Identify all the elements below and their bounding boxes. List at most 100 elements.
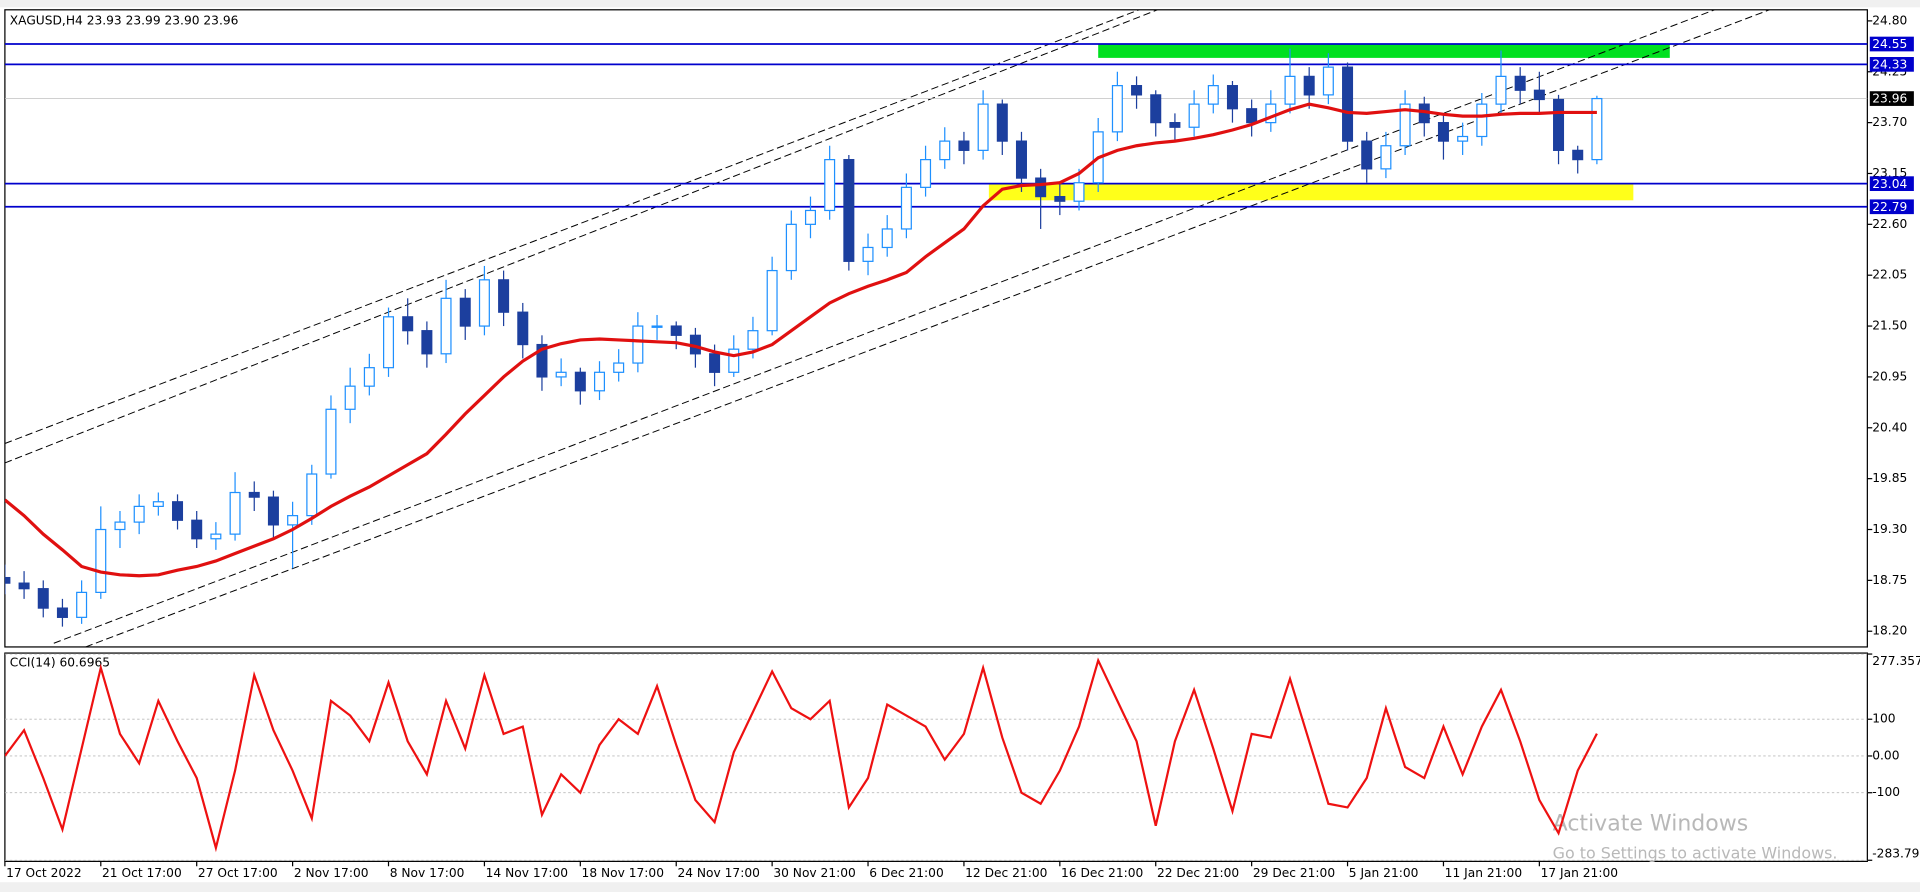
candle-body — [1303, 75, 1315, 96]
candle-body — [977, 103, 989, 151]
x-tick-label: 29 Dec 21:00 — [1253, 866, 1335, 880]
candle-body — [267, 496, 279, 526]
candle-body — [1399, 103, 1411, 147]
candle-body — [1207, 85, 1219, 105]
x-tick-label: 2 Nov 17:00 — [294, 866, 369, 880]
trend-line — [4, 9, 1140, 444]
level-label: 24.33 — [1872, 57, 1907, 71]
candle-body — [498, 279, 510, 313]
candle-body — [1380, 145, 1392, 170]
watermark-title: Activate Windows — [1553, 812, 1749, 837]
level-label: 23.04 — [1872, 177, 1907, 191]
y-tick-label: 20.40 — [1872, 420, 1907, 434]
y-tick-label: 277.357 — [1872, 654, 1920, 668]
candle-body — [152, 501, 164, 507]
candle-body — [747, 330, 759, 350]
candle-body — [632, 325, 644, 364]
candle-body — [728, 348, 740, 373]
candle-body — [1495, 75, 1507, 105]
candle-body — [210, 533, 222, 540]
candle-body — [191, 519, 203, 540]
candle-body — [593, 371, 606, 392]
top-strip — [0, 0, 1920, 8]
candle-body — [555, 371, 567, 378]
y-tick-label: 19.30 — [1872, 522, 1907, 536]
x-tick-label: 8 Nov 17:00 — [390, 866, 465, 880]
x-tick-label: 27 Oct 17:00 — [198, 866, 278, 880]
y-tick-label: -283.796 — [1872, 847, 1920, 861]
candle-body — [1361, 140, 1373, 170]
candle-body — [1553, 98, 1565, 151]
sub-frame — [4, 652, 1868, 862]
candle-body — [1437, 122, 1449, 142]
x-tick-label: 22 Dec 21:00 — [1157, 866, 1239, 880]
candle-body — [421, 330, 433, 355]
candle-body — [1015, 140, 1027, 179]
main-frame — [4, 9, 1868, 648]
x-tick-label: 30 Nov 21:00 — [773, 866, 855, 880]
candle-body — [248, 491, 260, 498]
plot-area — [4, 9, 1868, 647]
candle-body — [1073, 182, 1085, 202]
candle-body — [1591, 97, 1603, 161]
candle-body — [344, 385, 356, 410]
candle-body — [613, 362, 625, 373]
indicator-area — [4, 653, 1868, 861]
candle-body — [325, 408, 337, 475]
y-tick-label: -100 — [1872, 785, 1900, 799]
level-label: 22.79 — [1872, 200, 1907, 214]
candle-body — [881, 228, 893, 249]
candle-body — [900, 186, 912, 230]
y-tick-label: 22.60 — [1872, 217, 1907, 231]
level-box — [1869, 176, 1914, 192]
level-box — [1869, 199, 1914, 215]
candle-body — [459, 297, 471, 327]
candle-body — [229, 491, 241, 535]
y-tick-label: 24.80 — [1872, 13, 1907, 27]
x-tick-label: 6 Dec 21:00 — [869, 866, 943, 880]
y-tick-label: 0.00 — [1872, 748, 1899, 762]
candle-body — [1246, 108, 1258, 124]
candle-body — [574, 371, 586, 392]
candle-body — [670, 325, 682, 336]
x-tick-label: 14 Nov 17:00 — [486, 866, 568, 880]
candle-body — [56, 607, 68, 618]
price-box — [1869, 91, 1914, 106]
candle-body — [133, 505, 145, 523]
x-tick-label: 17 Jan 21:00 — [1541, 866, 1618, 880]
candle-body — [1572, 149, 1584, 161]
moving-average — [4, 102, 1597, 578]
candle-body — [824, 158, 836, 212]
candle-body — [76, 591, 88, 618]
candle-body — [939, 140, 951, 161]
x-tick-label: 16 Dec 21:00 — [1061, 866, 1143, 880]
candle-body — [18, 582, 30, 590]
candle-body — [1476, 103, 1488, 138]
candle-body — [1457, 135, 1469, 142]
candle-body — [383, 316, 395, 369]
candle-body — [536, 343, 548, 378]
level-label: 24.55 — [1872, 37, 1907, 51]
candle-body — [517, 311, 529, 346]
candle-body — [920, 158, 932, 188]
candle-body — [1131, 85, 1143, 96]
candle-body — [1226, 85, 1238, 110]
candle-body — [766, 269, 778, 332]
x-tick-label: 5 Jan 21:00 — [1349, 866, 1419, 880]
candle-body — [1150, 94, 1162, 124]
candle-body — [402, 316, 414, 332]
y-tick-label: 100 — [1872, 712, 1895, 726]
zone — [1098, 44, 1670, 58]
candle-body — [709, 353, 721, 373]
indicator-title: CCI(14) 60.6965 — [10, 655, 110, 669]
price-label: 23.96 — [1872, 92, 1907, 106]
candle-body — [4, 576, 11, 584]
candle-body — [785, 223, 797, 272]
y-tick-label: 23.70 — [1872, 115, 1907, 129]
watermark-subtitle: Go to Settings to activate Windows. — [1553, 844, 1838, 863]
candle-body — [1284, 75, 1296, 105]
candle-body — [1035, 177, 1047, 198]
candle-body — [363, 367, 375, 387]
